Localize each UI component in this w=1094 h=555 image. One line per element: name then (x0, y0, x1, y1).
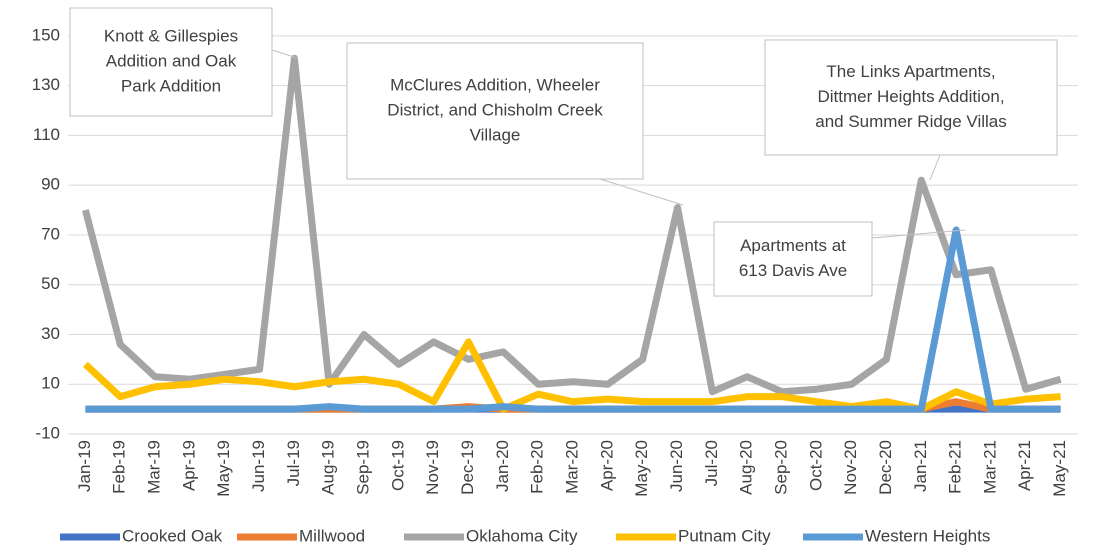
annotation-text: District, and Chisholm Creek (387, 100, 603, 119)
y-tick-label: 10 (41, 374, 60, 393)
x-tick-label: Aug-19 (319, 440, 338, 495)
x-tick-label: Apr-20 (597, 440, 616, 491)
annotation-text: Knott & Gillespies (104, 26, 238, 45)
series-line (82, 54, 1062, 396)
series-line (83, 338, 1061, 413)
legend-label: Western Heights (865, 526, 990, 545)
x-tick-label: Aug-20 (737, 440, 756, 495)
x-tick-label: Mar-21 (980, 440, 999, 494)
x-tick-label: Apr-19 (179, 440, 198, 491)
legend-label: Putnam City (678, 526, 771, 545)
callout-leader (271, 49, 298, 59)
x-tick-label: May-20 (632, 440, 651, 497)
annotation-text: Park Addition (121, 76, 221, 95)
annotation-text: 613 Davis Ave (739, 261, 847, 280)
callout-box (69, 7, 273, 117)
x-tick-label: Sep-19 (354, 440, 373, 495)
x-tick-label: Feb-21 (946, 440, 965, 494)
callout-box (764, 39, 1058, 156)
annotation-text: and Summer Ridge Villas (815, 112, 1007, 131)
x-tick-label: May-19 (214, 440, 233, 497)
y-tick-label: 70 (41, 224, 60, 243)
y-tick-label: 30 (41, 324, 60, 343)
x-tick-label: Oct-19 (388, 440, 407, 491)
x-tick-label: Jan-21 (911, 440, 930, 492)
x-tick-label: Jun-19 (249, 440, 268, 492)
y-tick-label: 50 (41, 274, 60, 293)
callout-leader (871, 229, 966, 239)
y-tick-label: 110 (33, 125, 60, 144)
x-tick-label: Feb-20 (528, 440, 547, 494)
callout-box (713, 221, 873, 297)
x-tick-label: Jul-19 (284, 440, 303, 486)
x-tick-label: Jan-20 (493, 440, 512, 492)
callout-leader (599, 178, 684, 206)
annotation-text: Dittmer Heights Addition, (817, 87, 1004, 106)
legend-label: Oklahoma City (466, 526, 578, 545)
x-tick-label: Mar-19 (145, 440, 164, 494)
series-line (85, 226, 1061, 413)
x-tick-label: Nov-19 (423, 440, 442, 495)
legend-label: Millwood (299, 526, 365, 545)
x-tick-label: Sep-20 (771, 440, 790, 495)
annotation-text: Addition and Oak (106, 51, 237, 70)
x-tick-label: Feb-19 (110, 440, 129, 494)
x-tick-label: May-21 (1050, 440, 1069, 497)
x-tick-label: Dec-20 (876, 440, 895, 495)
x-tick-label: Apr-21 (1015, 440, 1034, 491)
x-tick-label: Jan-19 (75, 440, 94, 492)
y-tick-label: 150 (32, 25, 60, 44)
callout-leader (929, 154, 941, 181)
annotation-text: The Links Apartments, (826, 62, 995, 81)
y-tick-label: -10 (35, 423, 60, 442)
x-tick-label: Jun-20 (667, 440, 686, 492)
x-tick-label: Jul-20 (702, 440, 721, 486)
callout-box (346, 42, 644, 180)
x-tick-label: Nov-20 (841, 440, 860, 495)
x-tick-label: Oct-20 (806, 440, 825, 491)
x-tick-label: Dec-19 (458, 440, 477, 495)
y-tick-label: 90 (41, 175, 60, 194)
legend-label: Crooked Oak (122, 526, 223, 545)
y-tick-label: 130 (32, 75, 60, 94)
annotation-text: Apartments at (740, 236, 846, 255)
x-tick-label: Mar-20 (562, 440, 581, 494)
annotation-text: Village (470, 125, 521, 144)
annotation-text: McClures Addition, Wheeler (390, 75, 600, 94)
